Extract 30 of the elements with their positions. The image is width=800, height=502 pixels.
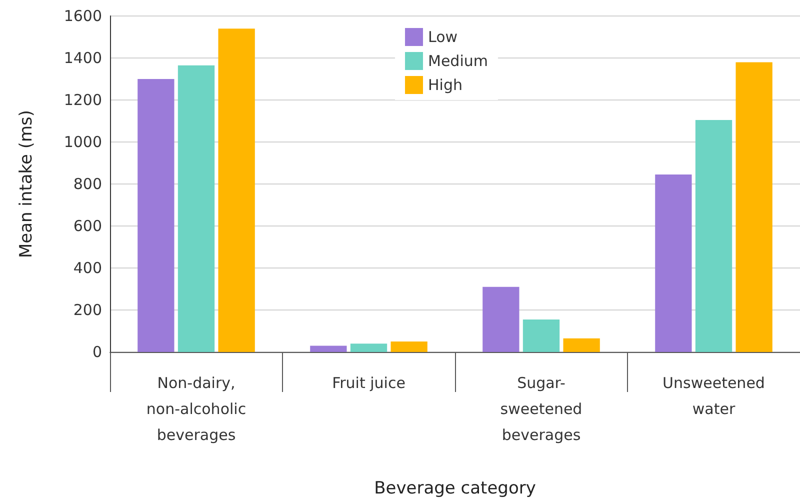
y-tick-label: 1400: [64, 49, 102, 67]
y-tick-label: 1200: [64, 91, 102, 109]
x-axis-title: Beverage category: [374, 478, 536, 498]
bar: [350, 344, 388, 352]
y-tick-label: 600: [73, 217, 102, 235]
legend-label: Medium: [428, 52, 488, 70]
bar: [563, 338, 600, 352]
x-tick-label: Unsweetened water: [662, 374, 765, 418]
x-tick-label: Fruit juice: [332, 374, 406, 392]
bar: [482, 286, 520, 352]
x-tick-label: Sugar- sweetened beverages: [500, 374, 582, 444]
y-tick-label: 1600: [64, 7, 102, 25]
y-tick-label: 0: [92, 343, 102, 361]
bar: [390, 342, 428, 352]
y-tick-label: 800: [73, 175, 102, 193]
bar: [138, 79, 174, 352]
bar: [310, 346, 347, 352]
y-axis-title: Mean intake (ms): [16, 110, 36, 258]
bar: [522, 319, 560, 352]
bar: [218, 28, 255, 352]
y-tick-label: 400: [73, 259, 102, 277]
bar: [178, 65, 215, 352]
y-tick-label: 200: [73, 301, 102, 319]
bar: [736, 62, 772, 352]
bar: [655, 174, 692, 352]
x-tick-label: Non-dairy, non-alcoholic beverages: [146, 374, 246, 444]
legend-label: High: [428, 76, 462, 94]
bar: [695, 120, 732, 352]
y-tick-label: 1000: [64, 133, 102, 151]
legend-label: Low: [428, 28, 458, 46]
